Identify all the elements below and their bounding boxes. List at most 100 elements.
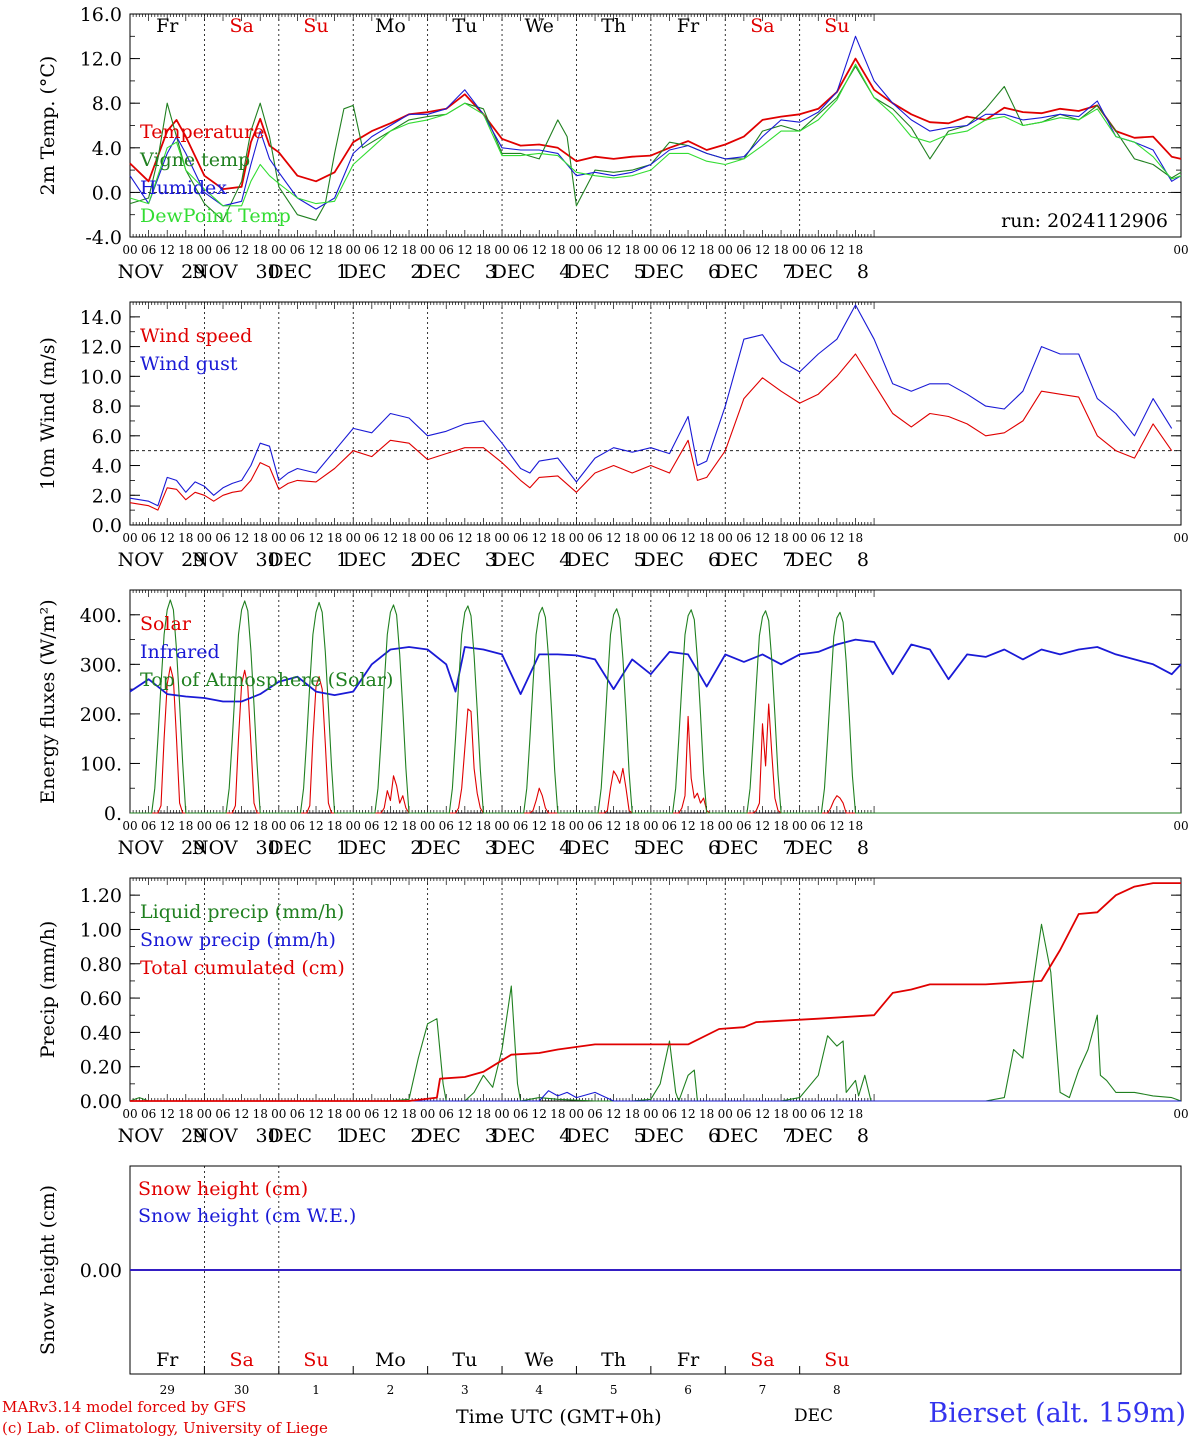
date-month-label: DEC	[343, 549, 387, 571]
series-line	[129, 35, 1182, 210]
hour-label: 00	[197, 531, 212, 545]
hour-label: 06	[662, 243, 677, 257]
date-day-label: 4	[559, 837, 571, 859]
hour-label: 12	[532, 531, 547, 545]
hour-label: 00	[122, 819, 137, 833]
hour-label: 00	[197, 819, 212, 833]
date-day-label: 30	[256, 549, 280, 571]
hour-label: 06	[811, 1107, 826, 1121]
hour-label: 00	[494, 819, 509, 833]
legend-entry: Wind speed	[140, 325, 252, 347]
hour-label: 12	[234, 531, 249, 545]
hour-label: 12	[680, 531, 695, 545]
hour-label: 00	[494, 531, 509, 545]
weekday-label: Su	[824, 1349, 849, 1371]
series-line	[129, 63, 1182, 207]
date-month-label: DEC	[789, 261, 833, 283]
day-number-label: 1	[312, 1383, 320, 1397]
date-month-label: DEC	[566, 837, 610, 859]
hour-label: 00	[569, 819, 584, 833]
hour-label: 18	[550, 531, 565, 545]
date-day-label: 6	[708, 549, 720, 571]
hour-label: 12	[755, 819, 770, 833]
weekday-label: We	[525, 15, 554, 37]
hour-label: 00	[420, 1107, 435, 1121]
hour-label: 12	[457, 531, 472, 545]
date-month-label: DEC	[492, 1125, 536, 1147]
hour-label: 06	[290, 1107, 305, 1121]
hour-label: 12	[829, 243, 844, 257]
hour-label: 12	[160, 819, 175, 833]
y-tick-label: 0.00	[80, 1091, 122, 1113]
date-month-label: DEC	[789, 837, 833, 859]
date-day-label: 2	[410, 1125, 422, 1147]
legend-entry: Vigne temp	[139, 149, 250, 171]
date-day-label: 7	[782, 1125, 794, 1147]
hour-label: 00	[718, 1107, 733, 1121]
hour-label: 06	[513, 1107, 528, 1121]
date-day-label: 29	[181, 261, 205, 283]
y-tick-label: 10.0	[80, 366, 122, 388]
hour-label: 00	[1173, 1107, 1188, 1121]
hour-label: 12	[755, 531, 770, 545]
series-line	[130, 599, 1181, 814]
y-tick-label: 12.0	[80, 337, 122, 359]
date-day-label: 6	[708, 261, 720, 283]
date-month-label: DEC	[640, 837, 684, 859]
hour-label: 00	[1173, 819, 1188, 833]
hour-label: 06	[215, 531, 230, 545]
date-day-label: 3	[485, 261, 497, 283]
weekday-label: Mo	[375, 15, 406, 37]
date-month-label: DEC	[640, 1125, 684, 1147]
series-line	[129, 353, 1173, 511]
date-day-label: 29	[181, 837, 205, 859]
hour-label: 18	[848, 1107, 863, 1121]
y-tick-label: 4.0	[92, 138, 122, 160]
date-month-label: NOV	[118, 837, 164, 859]
date-day-label: 1	[336, 261, 348, 283]
date-day-label: 7	[782, 261, 794, 283]
date-month-label: DEC	[566, 261, 610, 283]
hour-label: 12	[457, 819, 472, 833]
legend-entry: Liquid precip (mm/h)	[140, 901, 344, 923]
weekday-label: Th	[601, 1349, 626, 1371]
weekday-label: Th	[601, 15, 626, 37]
date-month-label: DEC	[268, 1125, 312, 1147]
hour-label: 18	[625, 531, 640, 545]
hour-label: 00	[569, 531, 584, 545]
hour-label: 18	[699, 243, 714, 257]
hour-label: 12	[606, 1107, 621, 1121]
hour-label: 18	[699, 819, 714, 833]
date-day-label: 5	[634, 1125, 646, 1147]
hour-label: 18	[401, 819, 416, 833]
date-month-label: DEC	[492, 261, 536, 283]
hour-label: 12	[532, 819, 547, 833]
date-day-label: 8	[857, 261, 869, 283]
series-line	[130, 666, 1181, 814]
day-number-label: 4	[535, 1383, 543, 1397]
hour-label: 12	[457, 1107, 472, 1121]
date-month-label: DEC	[789, 1125, 833, 1147]
model-credit: MARv3.14 model forced by GFS	[2, 1398, 247, 1416]
y-axis-label: 2m Temp. (°C)	[37, 56, 59, 196]
hour-label: 06	[736, 243, 751, 257]
hour-label: 00	[569, 1107, 584, 1121]
y-tick-label: 0.0	[92, 515, 122, 537]
date-month-label: DEC	[715, 261, 759, 283]
y-axis-label: 10m Wind (m/s)	[37, 337, 59, 490]
day-number-label: 29	[160, 1383, 175, 1397]
hour-label: 06	[587, 531, 602, 545]
hour-label: 00	[718, 531, 733, 545]
hour-label: 18	[625, 819, 640, 833]
hour-label: 18	[401, 531, 416, 545]
y-tick-label: 1.20	[80, 885, 122, 907]
hour-label: 18	[327, 819, 342, 833]
series-line	[130, 1090, 1181, 1102]
hour-label: 06	[141, 819, 156, 833]
date-month-label: DEC	[268, 549, 312, 571]
date-day-label: 8	[857, 837, 869, 859]
hour-label: 06	[141, 243, 156, 257]
time-axis-label: Time UTC (GMT+0h)	[456, 1406, 662, 1428]
hour-label: 00	[420, 531, 435, 545]
hour-label: 18	[773, 819, 788, 833]
